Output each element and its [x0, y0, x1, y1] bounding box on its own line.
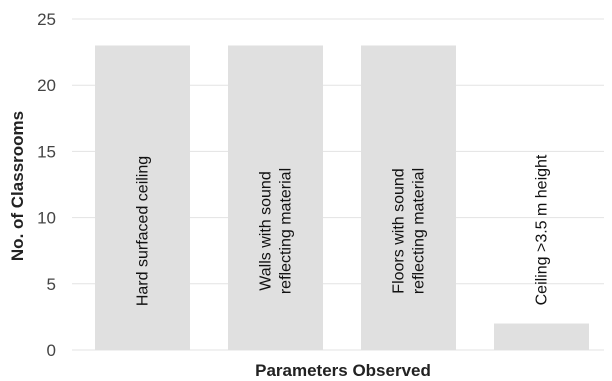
bar-category-label-line: Hard surfaced ceiling	[135, 156, 152, 306]
y-tick-label: 15	[37, 142, 56, 161]
bar-category-label-line: reflecting material	[278, 168, 295, 294]
bar-category-label: Hard surfaced ceiling	[135, 156, 152, 306]
bar	[228, 45, 323, 350]
bars	[95, 45, 589, 350]
bar-category-label: Ceiling >3.5 m height	[534, 154, 551, 305]
bar-category-label: Floors with sound reflecting material	[391, 168, 428, 294]
bar	[95, 45, 190, 350]
bar-category-label-line: Floors with sound	[391, 168, 408, 293]
y-axis-tick-labels: 0 5 10 15 20 25	[37, 10, 56, 360]
bar-category-label-line: reflecting material	[411, 168, 428, 294]
x-axis-title: Parameters Observed	[255, 361, 431, 380]
y-tick-label: 10	[37, 209, 56, 228]
bar-category-label-line: Ceiling >3.5 m height	[534, 154, 551, 305]
y-tick-label: 25	[37, 10, 56, 29]
bar-category-label-line: Walls with sound	[258, 171, 275, 290]
y-tick-label: 5	[47, 275, 56, 294]
bar	[361, 45, 456, 350]
y-axis-title: No. of Classrooms	[8, 111, 27, 261]
bar-category-labels: Hard surfaced ceiling Walls with sound ref…	[135, 154, 551, 306]
y-tick-label: 0	[47, 341, 56, 360]
bar-category-label: Walls with sound reflecting material	[258, 168, 295, 294]
bar	[494, 323, 589, 350]
y-tick-label: 20	[37, 76, 56, 95]
